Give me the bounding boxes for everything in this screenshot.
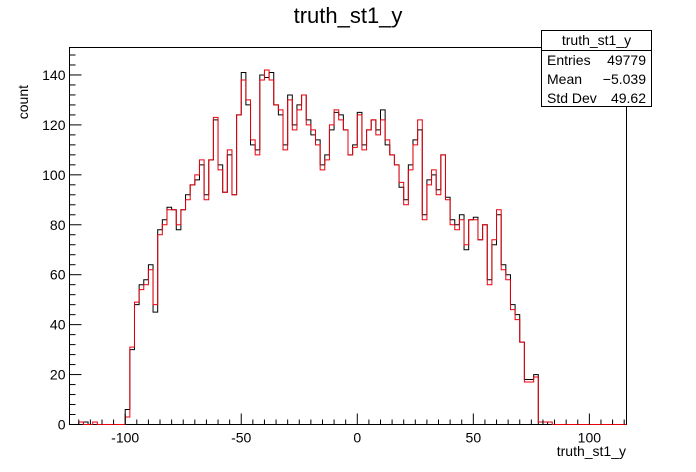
y-tick-label: 120 [42, 117, 66, 133]
y-tick-label: 20 [50, 367, 66, 383]
stats-title: truth_st1_y [542, 31, 651, 51]
y-tick-label: 0 [58, 417, 66, 433]
stats-row-entries: Entries 49779 [542, 51, 651, 70]
y-tick-label: 80 [50, 217, 66, 233]
stats-entries-value: 49779 [607, 52, 646, 68]
stats-stddev-value: 49.62 [610, 90, 646, 106]
axes-group: -100 -50 0 50 100 0 20 40 60 80 100 120 140 [42, 54, 625, 446]
x-tick-label: 50 [466, 430, 482, 446]
histogram-series-group [69, 69, 627, 425]
y-tick-label: 60 [50, 267, 66, 283]
histogram-series-0 [69, 71, 627, 425]
x-tick-label: 100 [578, 430, 602, 446]
x-tick-label: -100 [111, 430, 139, 446]
plot-frame [69, 47, 627, 425]
y-tick-label: 40 [50, 317, 66, 333]
stats-stddev-label: Std Dev [547, 90, 597, 106]
x-axis-label: truth_st1_y [557, 443, 626, 459]
stats-mean-value: −5.039 [602, 71, 646, 87]
x-tick-label: -50 [231, 430, 251, 446]
stats-entries-label: Entries [547, 52, 591, 68]
x-tick-label: 0 [353, 430, 361, 446]
chart-title: truth_st1_y [294, 3, 403, 28]
histogram-series-1 [69, 69, 627, 425]
stats-row-mean: Mean −5.039 [542, 70, 651, 89]
stats-row-stddev: Std Dev 49.62 [542, 89, 651, 108]
y-tick-label: 100 [42, 167, 66, 183]
stats-mean-label: Mean [547, 71, 583, 87]
y-axis-label: count [15, 85, 31, 119]
stats-box: truth_st1_y Entries 49779 Mean −5.039 St… [541, 30, 652, 107]
y-tick-label: 140 [42, 67, 66, 83]
